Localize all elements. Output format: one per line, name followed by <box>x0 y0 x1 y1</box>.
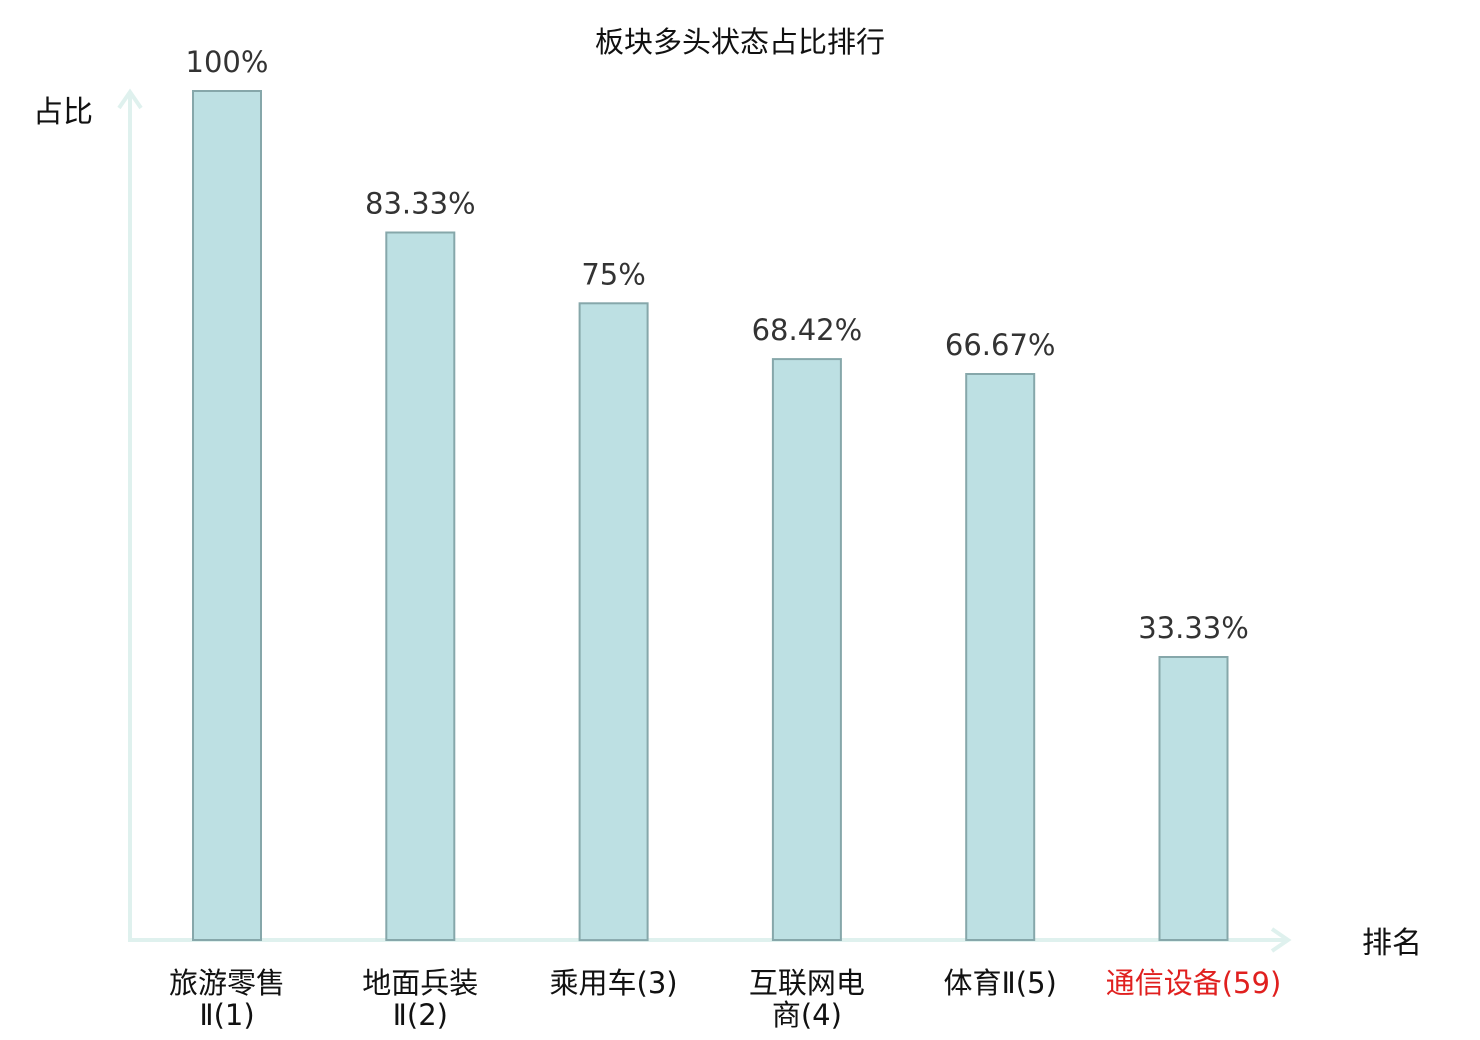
value-label: 68.42% <box>752 313 863 347</box>
category-label-line: 商(4) <box>772 998 842 1032</box>
category-label-line: 通信设备(59) <box>1106 966 1282 1000</box>
category-label: 互联网电商(4) <box>749 966 865 1032</box>
bar <box>771 358 842 942</box>
category-label-line: Ⅱ(1) <box>199 998 254 1032</box>
y-axis <box>117 88 143 940</box>
y-axis-arrow <box>117 88 143 110</box>
category-label-line: 乘用车(3) <box>550 966 678 1000</box>
category-labels: 旅游零售 Ⅱ(1) 地面兵装 Ⅱ(2) 乘用车(3) 互联网电商(4) 体育Ⅱ(5) 通信设备… <box>169 966 1281 1032</box>
bar <box>965 373 1036 941</box>
bar <box>192 90 262 941</box>
category-label: 通信设备(59) <box>1106 966 1282 1000</box>
category-label-line: 旅游零售 <box>169 966 285 1000</box>
value-label: 100% <box>186 45 269 79</box>
bar <box>578 302 649 942</box>
value-label: 83.33% <box>365 187 476 221</box>
category-label: 地面兵装 Ⅱ(2) <box>362 966 478 1032</box>
bar <box>1158 656 1229 941</box>
value-label: 66.67% <box>945 328 1056 362</box>
chart-title: 板块多头状态占比排行 <box>595 25 885 59</box>
bar <box>385 231 456 941</box>
bar-series <box>192 90 1229 942</box>
category-label: 旅游零售 Ⅱ(1) <box>169 966 285 1032</box>
y-axis-label: 占比 <box>33 95 93 130</box>
x-axis-arrow <box>1270 927 1292 953</box>
category-label: 体育Ⅱ(5) <box>944 966 1057 1000</box>
x-axis-label: 排名 <box>1362 926 1422 961</box>
category-label-line: 体育Ⅱ(5) <box>944 966 1057 1000</box>
x-axis <box>128 927 1292 953</box>
category-label-line: 互联网电 <box>749 966 865 1000</box>
category-label-line: Ⅱ(2) <box>393 998 448 1032</box>
category-label: 乘用车(3) <box>550 966 678 1000</box>
category-label-line: 地面兵装 <box>362 966 478 1000</box>
value-labels: 100% 83.33% 75% 68.42% 66.67% 33.33% <box>186 45 1249 645</box>
value-label: 75% <box>581 257 645 291</box>
value-label: 33.33% <box>1138 611 1249 645</box>
